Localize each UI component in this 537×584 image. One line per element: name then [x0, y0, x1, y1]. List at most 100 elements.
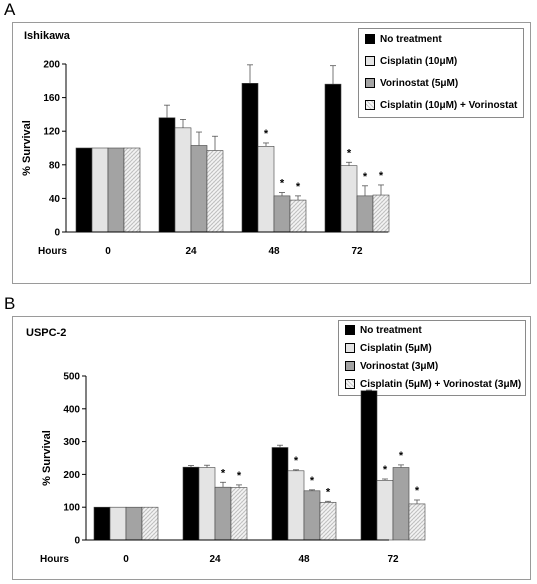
bar-b-s3-24h	[214, 486, 232, 541]
significance-mark-a-s4-72h: *	[379, 170, 384, 182]
legend-label-b-1: No treatment	[360, 324, 422, 336]
legend-label-b-2: Cisplatin (5μM)	[360, 342, 432, 354]
bar-b-s1-0h	[93, 506, 111, 541]
significance-mark-b-s3-48h: *	[310, 475, 315, 487]
bar-b-s2-72h	[376, 480, 394, 541]
legend-label-b-3: Vorinostat (3μM)	[360, 360, 439, 372]
bar-b-s2-24h	[198, 467, 216, 541]
significance-mark-a-s2-72h: *	[347, 147, 352, 159]
x-tick-label-a-0: 0	[105, 246, 111, 257]
y-tick-label-b-400: 400	[63, 404, 80, 415]
legend-item-a-2: Cisplatin (10μM)	[365, 55, 457, 67]
significance-mark-b-s4-24h: *	[237, 470, 242, 482]
x-tick-label-a-72: 72	[351, 246, 363, 257]
significance-mark-a-s4-48h: *	[296, 181, 301, 193]
x-tick-label-b-24: 24	[209, 554, 221, 565]
bar-b-s4-24h	[230, 487, 248, 541]
x-tick-label-a-24: 24	[185, 246, 197, 257]
bar-b-s4-0h	[141, 506, 159, 541]
legend-swatch-a-1	[365, 34, 375, 44]
significance-mark-b-s2-72h: *	[383, 464, 388, 476]
legend-label-a-3: Vorinostat (5μM)	[380, 77, 459, 89]
significance-mark-a-s3-72h: *	[363, 171, 368, 183]
panel-letter-b: B	[4, 294, 16, 313]
significance-mark-b-s3-24h: *	[221, 467, 226, 479]
legend-item-b-4: Cisplatin (5μM) + Vorinostat (3μM)	[345, 378, 521, 390]
bar-b-s4-72h	[408, 503, 426, 541]
x-tick-label-b-0: 0	[123, 554, 129, 565]
y-axis-label-a: % Survival	[21, 120, 33, 176]
legend-label-b-4: Cisplatin (5μM) + Vorinostat (3μM)	[360, 378, 522, 390]
bar-a-s3-24h	[190, 145, 208, 233]
significance-mark-a-s3-48h: *	[280, 178, 285, 190]
legend-item-b-3: Vorinostat (3μM)	[345, 360, 438, 372]
bar-b-s2-48h	[287, 470, 305, 541]
legend-swatch-a-3	[365, 78, 375, 88]
bar-a-s1-48h	[241, 83, 259, 233]
y-tick-label-a-40: 40	[49, 194, 61, 205]
x-tick-label-b-48: 48	[298, 554, 310, 565]
legend-swatch-a-2	[365, 56, 375, 66]
legend-label-a-2: Cisplatin (10μM)	[380, 55, 458, 67]
legend-swatch-a-4	[365, 100, 375, 110]
x-tick-label-a-48: 48	[268, 246, 280, 257]
legend-label-a-1: No treatment	[380, 33, 442, 45]
bar-b-s3-0h	[125, 506, 143, 541]
bar-a-s3-72h	[356, 195, 374, 233]
chart-title-b: USPC-2	[26, 327, 67, 339]
legend-swatch-b-2	[345, 343, 355, 353]
bar-b-s3-72h	[392, 467, 410, 541]
bar-a-s1-72h	[324, 83, 342, 233]
y-tick-label-b-200: 200	[63, 470, 80, 481]
x-axis-label-a: Hours	[38, 246, 67, 257]
legend-item-a-3: Vorinostat (5μM)	[365, 77, 458, 89]
bar-b-s3-48h	[303, 490, 321, 541]
legend-swatch-b-4	[345, 379, 355, 389]
bar-a-s4-24h	[206, 150, 224, 233]
legend-item-b-2: Cisplatin (5μM)	[345, 342, 432, 354]
significance-mark-b-s3-72h: *	[399, 450, 404, 462]
legend-item-a-1: No treatment	[365, 33, 442, 45]
bar-b-s4-48h	[319, 501, 337, 541]
legend-item-a-4: Cisplatin (10μM) + Vorinostat	[365, 99, 517, 111]
bar-a-s4-72h	[372, 194, 390, 233]
bar-a-s3-48h	[273, 195, 291, 233]
y-tick-label-a-120: 120	[43, 127, 60, 138]
bar-a-s1-24h	[158, 117, 176, 233]
legend-a: No treatment Cisplatin (10μM) Vorinostat…	[358, 28, 524, 118]
bar-a-s2-0h	[91, 147, 109, 233]
y-tick-label-b-100: 100	[63, 503, 80, 514]
significance-mark-b-s4-72h: *	[415, 485, 420, 497]
chart-title-a: Ishikawa	[24, 30, 70, 42]
y-tick-label-a-160: 160	[43, 93, 60, 104]
bar-a-s4-0h	[123, 147, 141, 233]
bar-b-s1-48h	[271, 447, 289, 541]
legend-swatch-b-1	[345, 325, 355, 335]
legend-label-a-4: Cisplatin (10μM) + Vorinostat	[380, 99, 518, 111]
legend-b: No treatment Cisplatin (5μM) Vorinostat …	[338, 320, 526, 396]
significance-mark-b-s4-48h: *	[326, 486, 331, 498]
panel-letter-a: A	[4, 0, 16, 19]
bar-a-s4-48h	[289, 199, 307, 233]
y-tick-label-a-80: 80	[49, 160, 61, 171]
y-tick-label-a-0: 0	[54, 228, 60, 239]
y-axis-label-b: % Survival	[41, 430, 53, 486]
bar-a-s2-48h	[257, 146, 275, 233]
bar-b-s2-0h	[109, 506, 127, 541]
bar-b-s1-72h	[360, 390, 378, 541]
bar-a-s1-0h	[75, 147, 93, 233]
significance-mark-a-s2-48h: *	[264, 128, 269, 140]
y-tick-label-a-200: 200	[43, 60, 60, 71]
y-tick-label-b-500: 500	[63, 372, 80, 383]
bar-a-s2-72h	[340, 165, 358, 233]
y-tick-label-b-0: 0	[74, 536, 80, 547]
y-tick-label-b-300: 300	[63, 437, 80, 448]
bar-a-s3-0h	[107, 147, 125, 233]
legend-swatch-b-3	[345, 361, 355, 371]
x-tick-label-b-72: 72	[387, 554, 399, 565]
significance-mark-b-s2-48h: *	[294, 455, 299, 467]
bar-b-s1-24h	[182, 466, 200, 541]
bar-a-s2-24h	[174, 127, 192, 233]
x-axis-label-b: Hours	[40, 554, 69, 565]
